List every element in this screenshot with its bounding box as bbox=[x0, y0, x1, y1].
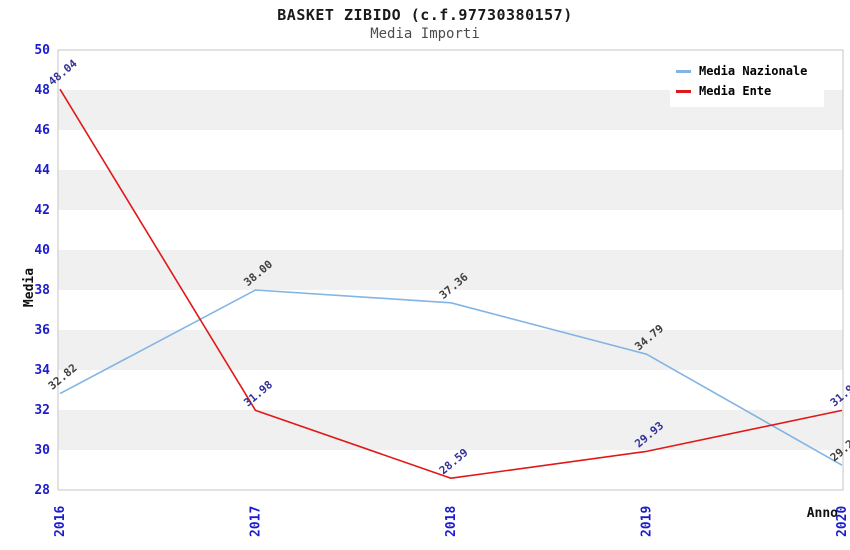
point-label-media-ente: 48.04 bbox=[46, 57, 80, 88]
chart-subtitle: Media Importi bbox=[370, 26, 480, 42]
legend-label: Media Ente bbox=[699, 84, 772, 98]
y-tick-label: 30 bbox=[34, 443, 50, 458]
legend-swatch-media-nazionale bbox=[676, 69, 691, 73]
plot-border bbox=[57, 49, 844, 491]
point-label-media-ente: 31.98 bbox=[241, 378, 275, 409]
x-tick-label: 2019 bbox=[640, 506, 655, 537]
y-tick-label: 50 bbox=[34, 43, 50, 58]
series-line-media-ente bbox=[59, 88, 843, 480]
plot-band bbox=[58, 410, 843, 450]
y-tick-label: 36 bbox=[34, 323, 50, 338]
y-tick-label: 42 bbox=[34, 203, 50, 218]
y-tick-label: 40 bbox=[34, 243, 50, 258]
legend-item-media-nazionale: Media Nazionale bbox=[676, 61, 818, 81]
x-tick-label: 2020 bbox=[835, 506, 850, 537]
legend-swatch-media-ente bbox=[676, 89, 691, 93]
point-label-media-ente: 31.98 bbox=[828, 378, 850, 409]
legend: Media Nazionale Media Ente bbox=[670, 57, 824, 107]
y-tick-label: 44 bbox=[34, 163, 50, 178]
x-tick-label: 2017 bbox=[249, 506, 264, 537]
y-tick-label: 28 bbox=[34, 483, 50, 498]
y-tick-label: 38 bbox=[34, 283, 50, 298]
y-tick-label: 48 bbox=[34, 83, 50, 98]
chart-title: BASKET ZIBIDO (c.f.97730380157) bbox=[277, 6, 573, 24]
x-tick-label: 2018 bbox=[444, 506, 459, 537]
y-tick-label: 32 bbox=[34, 403, 50, 418]
legend-label: Media Nazionale bbox=[699, 64, 808, 78]
legend-item-media-ente: Media Ente bbox=[676, 81, 818, 101]
plot-band bbox=[58, 170, 843, 210]
x-axis-title: Anno bbox=[806, 506, 838, 521]
y-tick-label: 34 bbox=[34, 363, 50, 378]
plot-band bbox=[58, 330, 843, 370]
plot-band bbox=[58, 250, 843, 290]
y-tick-label: 46 bbox=[34, 123, 50, 138]
point-label-media-ente: 28.59 bbox=[437, 446, 471, 477]
series-line-media-nazionale bbox=[59, 289, 843, 466]
x-tick-label: 2016 bbox=[53, 506, 68, 537]
y-axis-title: Media bbox=[22, 267, 38, 308]
